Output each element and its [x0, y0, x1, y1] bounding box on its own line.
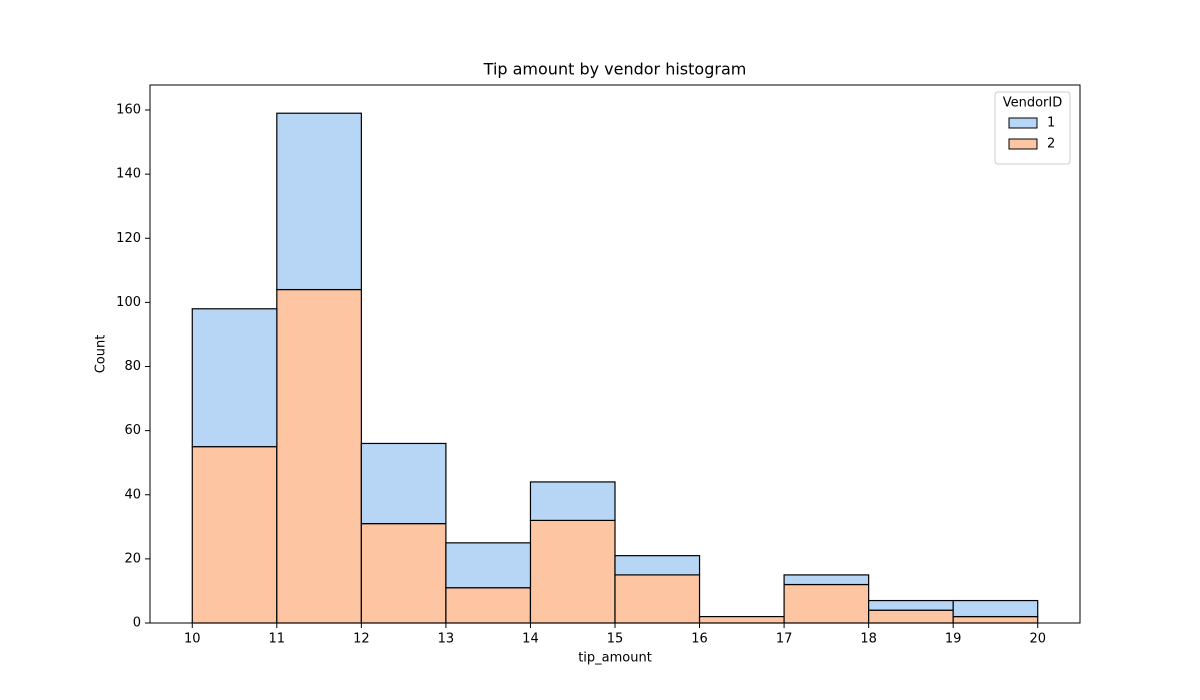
- y-axis-label: Count: [94, 335, 109, 374]
- x-tick-label: 19: [945, 632, 962, 647]
- bar: [445, 587, 532, 624]
- y-tick-label: 100: [116, 295, 141, 310]
- x-tick-label: 18: [860, 632, 877, 647]
- y-tick-label: 60: [124, 423, 141, 438]
- y-tick-label: 0: [133, 616, 141, 631]
- y-tick-label: 120: [116, 231, 141, 246]
- x-tick-label: 13: [438, 632, 455, 647]
- legend-title: VendorID: [1003, 96, 1063, 111]
- y-tick-label: 20: [124, 551, 141, 566]
- x-tick-label: 14: [522, 632, 539, 647]
- chart-title: Tip amount by vendor histogram: [483, 60, 747, 79]
- y-tick-label: 80: [124, 359, 141, 374]
- y-tick-label: 160: [116, 103, 141, 118]
- bar: [445, 542, 532, 589]
- y-tick-label: 40: [124, 487, 141, 502]
- bar: [360, 442, 447, 525]
- bar: [276, 288, 362, 624]
- x-tick-label: 12: [353, 632, 370, 647]
- bar: [191, 308, 278, 448]
- legend-label: 2: [1047, 137, 1055, 152]
- bar: [952, 599, 1039, 618]
- bar: [529, 481, 616, 522]
- x-axis-label: tip_amount: [578, 651, 652, 666]
- bar: [783, 574, 870, 586]
- bar: [614, 555, 701, 576]
- x-tick-label: 15: [607, 632, 624, 647]
- bar: [529, 519, 616, 624]
- x-tick-label: 17: [776, 632, 793, 647]
- bar: [952, 615, 1039, 624]
- bar: [360, 523, 447, 624]
- bar: [614, 574, 701, 624]
- x-tick-label: 11: [269, 632, 286, 647]
- bar: [783, 583, 870, 624]
- bar: [698, 615, 785, 624]
- y-tick-label: 140: [116, 167, 141, 182]
- legend-swatch: [1008, 117, 1038, 129]
- legend-swatch: [1008, 138, 1038, 150]
- bar: [276, 112, 362, 291]
- x-tick-label: 16: [691, 632, 708, 647]
- bar: [868, 609, 954, 624]
- x-tick-label: 20: [1029, 632, 1046, 647]
- x-tick-label: 10: [184, 632, 201, 647]
- bar: [868, 599, 954, 611]
- legend-label: 1: [1047, 116, 1055, 131]
- bar: [191, 446, 278, 624]
